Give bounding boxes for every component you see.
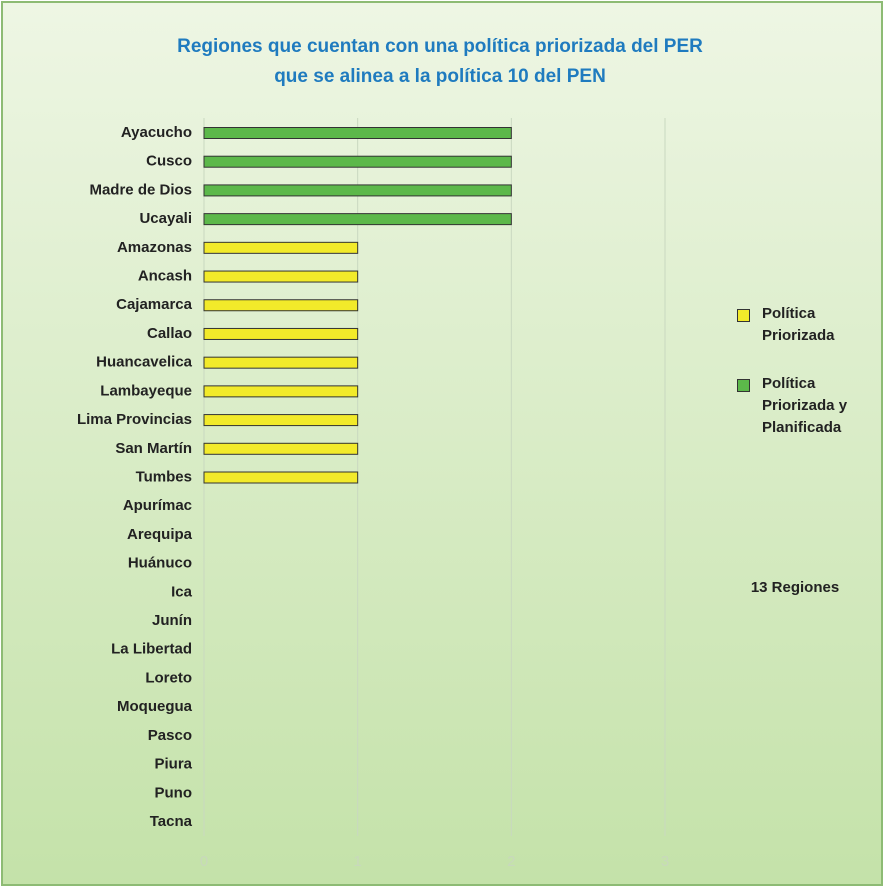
bar <box>203 385 359 398</box>
bar <box>203 241 359 254</box>
y-tick-label: Cajamarca <box>116 296 193 313</box>
legend-label: Política Priorizada y Planificada <box>762 375 848 436</box>
y-tick-label: La Libertad <box>111 641 192 658</box>
bar <box>203 270 359 283</box>
chart-title: Regiones que cuentan con una política pr… <box>177 36 703 57</box>
x-tick-label: 2 <box>507 853 515 870</box>
y-tick-label: Arequipa <box>127 526 193 543</box>
bar <box>203 127 512 139</box>
x-tick-label: 0 <box>200 853 208 870</box>
y-tick-label: Puno <box>155 784 193 801</box>
bar <box>203 442 359 455</box>
y-tick-label: Ayacucho <box>121 124 192 141</box>
y-tick-label: Ica <box>171 583 193 600</box>
y-tick-label: Ancash <box>138 268 192 285</box>
y-tick-label: Moquegua <box>117 698 193 715</box>
y-tick-label: Cusco <box>146 153 192 170</box>
bar <box>203 299 359 312</box>
y-tick-label: Junín <box>152 612 192 629</box>
bar <box>203 356 359 369</box>
bar <box>203 327 359 340</box>
y-tick-label: Ucayali <box>139 210 192 227</box>
y-tick-label: Tumbes <box>136 468 192 485</box>
y-tick-label: Huánuco <box>128 555 192 572</box>
y-tick-label: Piura <box>154 756 192 773</box>
y-tick-label: Tacna <box>150 813 193 830</box>
x-tick-label: 3 <box>661 853 669 870</box>
y-tick-label: Lambayeque <box>100 382 192 399</box>
legend-swatch <box>737 309 750 322</box>
y-tick-label: Huancavelica <box>96 354 193 371</box>
y-tick-label: Amazonas <box>117 239 192 256</box>
y-tick-label: Loreto <box>145 669 192 686</box>
bar <box>203 471 359 484</box>
y-tick-label: San Martín <box>115 440 192 457</box>
annotation: 13 Regiones <box>751 579 839 596</box>
chart-subtitle: que se alinea a la política 10 del PEN <box>274 66 606 87</box>
y-tick-label: Madre de Dios <box>89 181 192 198</box>
y-tick-label: Apurímac <box>123 497 192 514</box>
y-tick-label: Pasco <box>148 727 192 744</box>
bar <box>203 414 359 427</box>
bar <box>203 184 512 197</box>
bar <box>203 213 512 226</box>
y-tick-label: Lima Provincias <box>77 411 192 428</box>
x-tick-label: 1 <box>353 853 361 870</box>
legend-swatch <box>737 379 750 392</box>
legend-label: Política Priorizada <box>762 305 835 344</box>
y-tick-label: Callao <box>147 325 192 342</box>
bar <box>203 155 512 168</box>
